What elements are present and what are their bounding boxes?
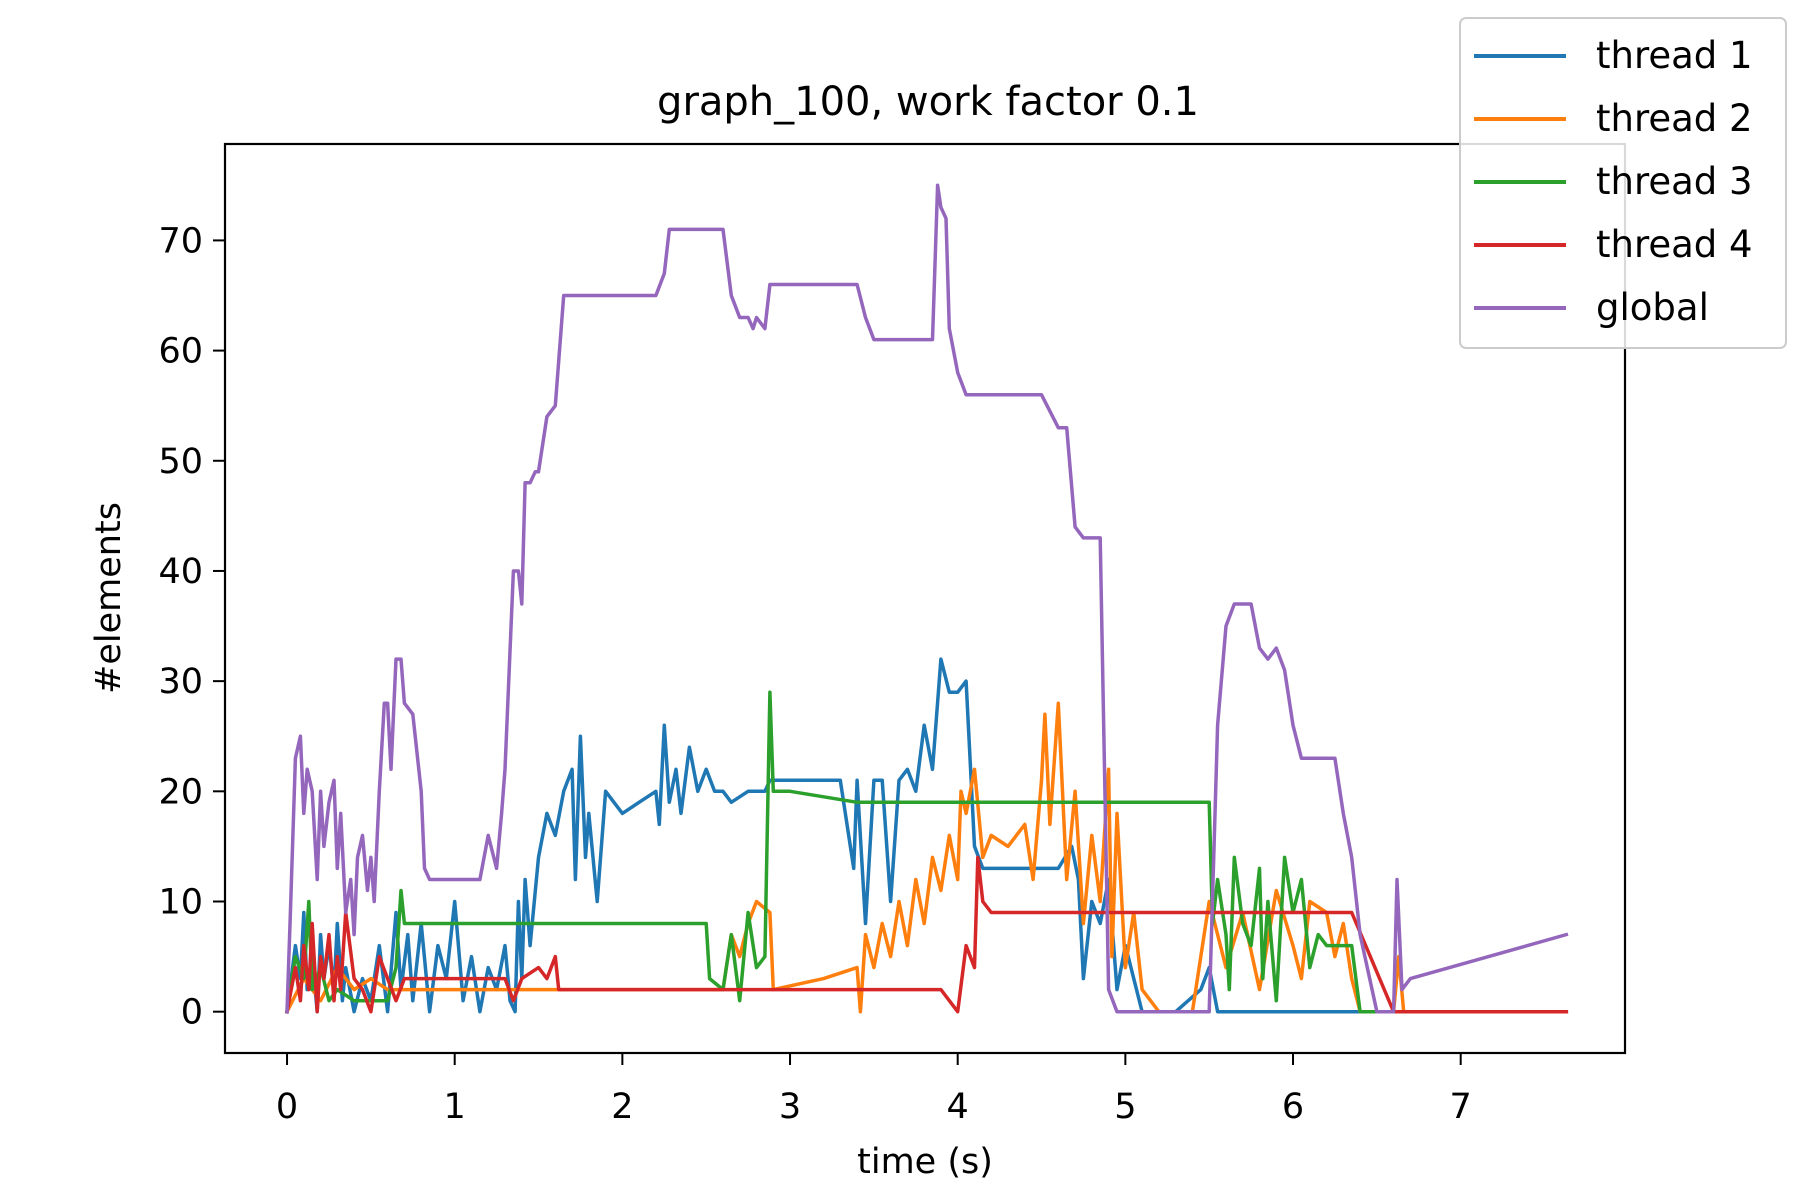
series-line-1 (285, 657, 1569, 1014)
x-axis-label: time (s) (857, 1142, 993, 1182)
x-tick-label: 4 (947, 1087, 969, 1127)
x-tick-label: 6 (1282, 1087, 1304, 1127)
y-tick-label: 70 (158, 221, 203, 261)
x-tick-label: 7 (1450, 1087, 1472, 1127)
legend-label-4: thread 4 (1596, 223, 1753, 266)
y-axis-label: #elements (89, 502, 129, 694)
series-line-5 (285, 183, 1569, 1014)
legend-label-3: thread 3 (1596, 160, 1753, 203)
y-tick-label: 10 (158, 883, 203, 923)
legend-label-5: global (1596, 286, 1709, 329)
legend-label-2: thread 2 (1596, 97, 1753, 140)
legend-label-1: thread 1 (1596, 34, 1753, 77)
series-line-4 (284, 855, 1569, 1014)
x-tick-label: 2 (611, 1087, 633, 1127)
x-axis: 0 1 2 3 4 5 6 7 (276, 1053, 1472, 1127)
x-tick-label: 3 (779, 1087, 801, 1127)
y-tick-label: 0 (181, 993, 203, 1033)
legend: thread 1 thread 2 thread 3 thread 4 global (1459, 17, 1787, 349)
y-tick-label: 30 (158, 662, 203, 702)
chart-title: graph_100, work factor 0.1 (657, 79, 1199, 125)
x-tick-label: 1 (444, 1087, 466, 1127)
x-tick-label: 5 (1114, 1087, 1136, 1127)
y-tick-label: 40 (158, 552, 203, 592)
plot-frame (223, 142, 1627, 1055)
y-axis: 0 10 20 30 40 50 60 70 (158, 221, 225, 1033)
legend-box (1459, 17, 1787, 349)
y-tick-label: 50 (158, 442, 203, 482)
y-tick-label: 60 (158, 332, 203, 372)
series-layer (284, 183, 1569, 1015)
y-tick-label: 20 (158, 772, 203, 812)
x-tick-label: 0 (276, 1087, 298, 1127)
